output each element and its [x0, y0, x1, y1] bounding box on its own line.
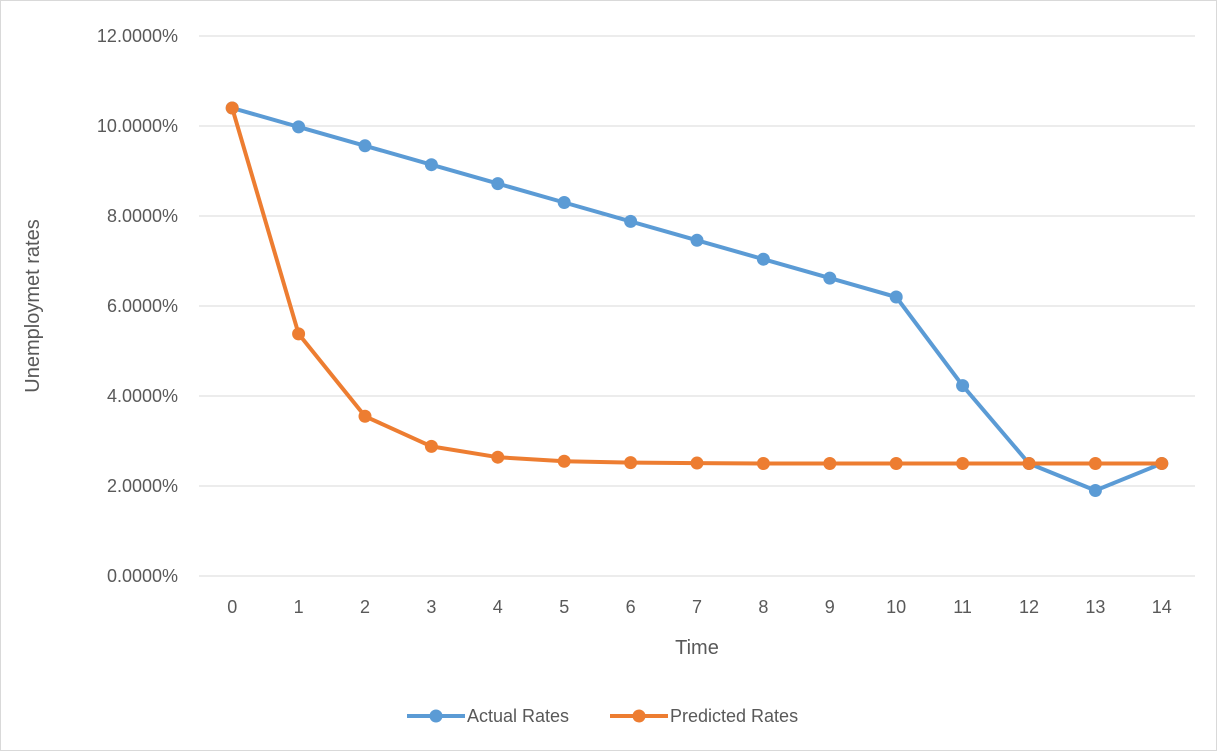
y-tick-label: 10.0000% [97, 116, 178, 136]
x-tick-label: 14 [1152, 597, 1172, 617]
series-actual [225, 101, 1169, 497]
x-axis-title: Time [675, 637, 719, 659]
series-predicted [225, 101, 1169, 470]
data-point [624, 214, 638, 228]
series-lines [225, 101, 1169, 497]
y-axis-tick-labels: 0.0000% 2.0000% 4.0000% 6.0000% 8.0000% 10.00… [97, 26, 178, 586]
x-axis-tick-labels: 0 1 2 3 4 5 6 7 8 9 10 11 12 13 14 [227, 597, 1172, 617]
x-tick-label: 12 [1019, 597, 1039, 617]
x-tick-label: 9 [825, 597, 835, 617]
data-point [889, 457, 903, 470]
legend-swatch-marker [632, 709, 646, 723]
x-tick-label: 5 [559, 597, 569, 617]
data-point [1022, 457, 1036, 470]
legend-item: Actual Rates [407, 706, 569, 726]
x-tick-label: 4 [493, 597, 503, 617]
data-point [557, 196, 571, 209]
data-point [1155, 457, 1169, 470]
series-line [230, 106, 1164, 493]
y-tick-label: 0.0000% [107, 566, 178, 586]
y-tick-label: 6.0000% [107, 296, 178, 316]
data-point [225, 101, 239, 115]
data-point [624, 456, 638, 470]
y-tick-label: 4.0000% [107, 386, 178, 406]
legend-label: Predicted Rates [670, 706, 798, 726]
x-tick-label: 7 [692, 597, 702, 617]
y-tick-label: 8.0000% [107, 206, 178, 226]
data-point [1088, 484, 1102, 497]
x-tick-label: 1 [294, 597, 304, 617]
y-axis-title: Unemploymet rates [22, 219, 44, 392]
x-tick-label: 13 [1085, 597, 1105, 617]
data-point [358, 139, 372, 153]
data-point [292, 120, 306, 134]
data-point [823, 457, 837, 470]
data-point [1088, 457, 1102, 470]
x-tick-label: 8 [758, 597, 768, 617]
y-tick-label: 12.0000% [97, 26, 178, 46]
x-tick-label: 10 [886, 597, 906, 617]
data-point [690, 456, 704, 470]
data-point [358, 409, 372, 423]
series-line [230, 106, 1164, 466]
data-point [424, 158, 438, 172]
data-point [889, 290, 903, 304]
gridlines [199, 35, 1195, 577]
data-point [491, 177, 505, 191]
data-point [491, 450, 505, 464]
x-tick-label: 6 [626, 597, 636, 617]
data-point [424, 439, 438, 453]
data-point [292, 327, 306, 341]
data-point [690, 233, 704, 247]
data-point [956, 379, 970, 393]
legend-item: Predicted Rates [610, 706, 798, 726]
y-tick-label: 2.0000% [107, 476, 178, 496]
data-point [557, 454, 571, 468]
data-point [756, 252, 770, 266]
x-tick-label: 2 [360, 597, 370, 617]
legend: Actual Rates Predicted Rates [407, 706, 798, 726]
data-point [756, 457, 770, 470]
x-tick-label: 3 [426, 597, 436, 617]
data-point [823, 271, 837, 285]
data-point [956, 457, 970, 470]
x-tick-label: 0 [227, 597, 237, 617]
legend-label: Actual Rates [467, 706, 569, 726]
legend-swatch-marker [429, 709, 443, 723]
x-tick-label: 11 [953, 597, 972, 617]
